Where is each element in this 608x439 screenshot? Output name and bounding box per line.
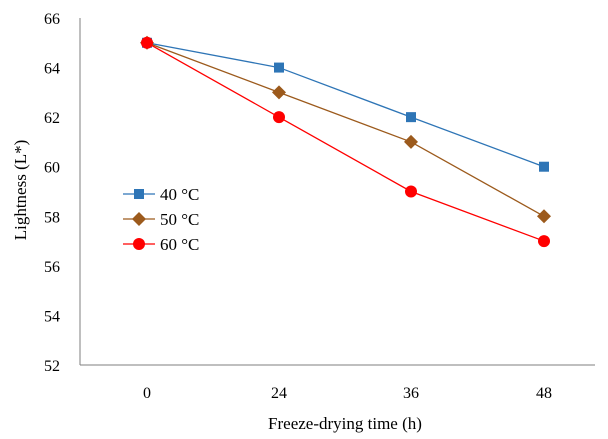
legend-item: 50 °C [123,210,199,229]
x-tick-label: 48 [536,385,552,402]
legend-label: 50 °C [160,210,199,229]
legend-item: 40 °C [123,185,199,204]
y-tick-label: 54 [44,308,60,325]
y-tick-label: 52 [44,358,60,375]
data-point [141,36,153,49]
legend-item: 60 °C [123,235,199,254]
series-line [146,42,545,242]
legend-marker [133,238,145,250]
legend-marker [132,212,146,226]
x-axis-tick-labels: 0 24 36 48 [143,385,552,402]
data-point [538,235,550,248]
data-point [539,161,549,172]
legend: 40 °C 50 °C 60 °C [123,185,199,254]
data-point [274,62,284,73]
series-diamond [140,35,551,224]
legend-marker [134,189,144,199]
series-circle [141,36,550,248]
y-tick-label: 60 [44,160,60,177]
y-tick-label: 64 [44,61,60,78]
data-point [537,209,551,224]
series-line [146,42,545,217]
y-tick-label: 62 [44,110,60,127]
series-line [146,42,545,168]
y-tick-label: 56 [44,259,60,276]
data-point [404,134,418,149]
data-point [406,112,416,123]
data-point [272,85,286,100]
data-point [405,185,417,198]
x-tick-label: 36 [403,385,419,402]
y-axis-tick-labels: 52 54 56 58 60 62 64 66 [44,11,60,375]
legend-label: 40 °C [160,185,199,204]
x-tick-label: 24 [271,385,287,402]
x-axis-title: Freeze-drying time (h) [268,414,422,433]
y-tick-label: 58 [44,209,60,226]
legend-label: 60 °C [160,235,199,254]
y-axis-title: Lightness (L*) [11,140,30,241]
data-point [273,111,285,124]
x-tick-label: 0 [143,385,151,402]
y-tick-label: 66 [44,11,60,28]
series-layer [140,35,551,248]
series-square [142,37,549,172]
